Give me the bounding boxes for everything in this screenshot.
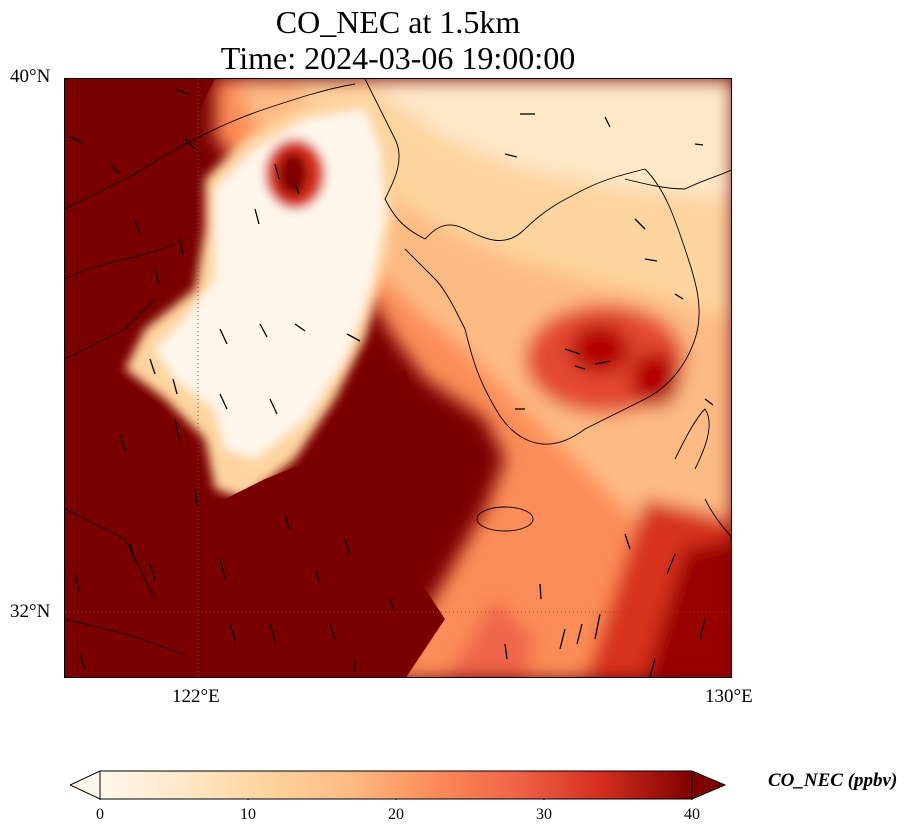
- coastlines: [65, 79, 731, 655]
- field-east-region: [215, 79, 731, 677]
- wind-vectors: [69, 88, 714, 677]
- colorbar-extend-min: [68, 770, 101, 800]
- map-title: CO_NEC at 1.5km: [275, 4, 521, 40]
- colorbar-gradient: [68, 770, 727, 803]
- concentration-field: [65, 79, 731, 677]
- colorbar-tick-30: 30: [536, 806, 552, 823]
- lat-tick-32n: 32°N: [10, 601, 51, 622]
- colorbar-tick-10: 10: [240, 806, 256, 823]
- colorbar-tick-0: 0: [96, 806, 104, 823]
- lon-tick-130e: 130°E: [705, 686, 753, 707]
- lon-tick-122e: 122°E: [172, 686, 220, 707]
- map-panel[interactable]: [64, 78, 732, 678]
- colorbar-label: CO_NEC (ppbv): [768, 770, 898, 791]
- colorbar: [68, 770, 727, 803]
- field-plume: [125, 99, 395, 499]
- colorbar-extend-max: [691, 770, 727, 800]
- colorbar-tick-40: 40: [684, 806, 700, 823]
- map-subtitle-time: Time: 2024-03-06 19:00:00: [220, 40, 576, 76]
- lat-tick-40n: 40°N: [10, 66, 51, 87]
- colorbar-tick-20: 20: [388, 806, 404, 823]
